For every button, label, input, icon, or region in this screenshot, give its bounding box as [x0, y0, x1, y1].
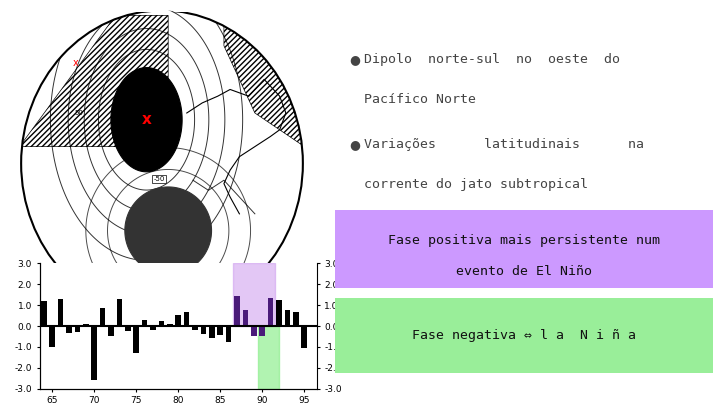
Text: Pacífico Norte: Pacífico Norte	[364, 93, 476, 106]
Bar	[217, 326, 223, 335]
Text: corrente do jato subtropical: corrente do jato subtropical	[364, 178, 588, 191]
Bar	[167, 324, 173, 326]
Bar	[142, 320, 148, 326]
Bar	[133, 326, 139, 353]
Text: x: x	[142, 112, 151, 127]
Bar	[276, 300, 282, 326]
Bar	[100, 308, 105, 326]
Text: evento de El Niño: evento de El Niño	[456, 265, 592, 278]
Bar	[258, 326, 279, 389]
Circle shape	[21, 11, 303, 316]
Text: 50: 50	[74, 110, 83, 116]
Text: -50: -50	[153, 175, 165, 181]
Bar	[234, 296, 240, 326]
Bar	[75, 326, 80, 332]
Text: Fase negativa ⇔ l a  N i ñ a: Fase negativa ⇔ l a N i ñ a	[412, 329, 636, 342]
Text: ●: ●	[349, 53, 360, 66]
Polygon shape	[111, 68, 182, 172]
Text: Variações      latitudinais      na: Variações latitudinais na	[364, 138, 644, 151]
Bar	[117, 299, 122, 326]
Bar	[58, 299, 63, 326]
Bar	[176, 315, 181, 326]
Bar	[243, 310, 248, 326]
Bar	[302, 326, 307, 348]
Bar	[259, 326, 265, 337]
Bar	[284, 310, 290, 326]
Bar	[91, 326, 97, 380]
Text: Dipolo  norte-sul  no  oeste  do: Dipolo norte-sul no oeste do	[364, 53, 620, 66]
Bar	[184, 312, 189, 326]
Text: Fase positiva mais persistente num: Fase positiva mais persistente num	[388, 234, 660, 247]
Polygon shape	[125, 187, 212, 274]
Bar	[209, 326, 215, 337]
Bar	[125, 326, 130, 331]
Bar	[251, 326, 256, 337]
Bar	[201, 326, 206, 334]
Bar	[108, 326, 114, 337]
Bar	[192, 326, 198, 330]
Bar	[66, 326, 72, 333]
Bar	[226, 326, 231, 342]
Bar	[150, 326, 156, 330]
Text: ●: ●	[349, 138, 360, 151]
Bar	[233, 263, 275, 326]
Text: WP: WP	[103, 335, 128, 349]
Bar	[50, 326, 55, 347]
Text: x: x	[73, 58, 78, 68]
Bar	[41, 301, 47, 326]
Bar	[158, 322, 164, 326]
FancyBboxPatch shape	[335, 298, 713, 373]
Bar	[293, 312, 299, 326]
FancyBboxPatch shape	[335, 210, 713, 288]
Bar	[83, 324, 89, 326]
Bar	[268, 298, 274, 326]
